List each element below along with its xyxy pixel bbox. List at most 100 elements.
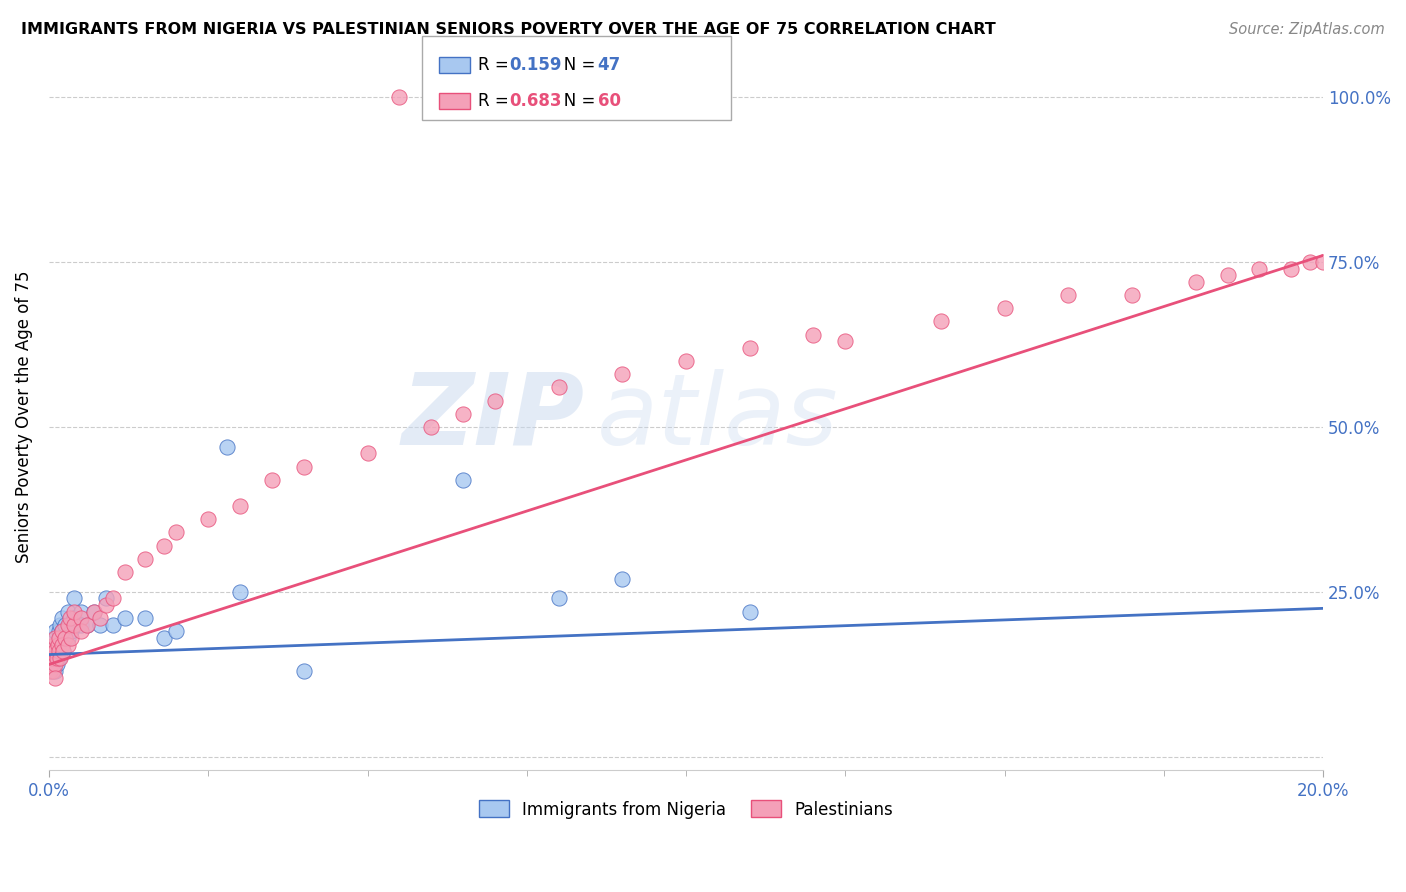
Point — [1249, 261, 1271, 276]
Point — [547, 380, 569, 394]
Point — [197, 512, 219, 526]
Point — [56, 618, 79, 632]
Point — [89, 618, 111, 632]
Point — [44, 631, 66, 645]
Text: R =: R = — [478, 92, 515, 110]
Point — [42, 650, 65, 665]
Point — [44, 631, 66, 645]
Point — [44, 644, 66, 658]
Point — [44, 638, 66, 652]
Point — [39, 657, 62, 672]
Point — [51, 638, 73, 652]
Point — [49, 618, 72, 632]
Point — [56, 605, 79, 619]
Point — [834, 334, 856, 348]
Point — [612, 572, 634, 586]
Point — [229, 499, 252, 513]
Point — [46, 638, 69, 652]
Point — [39, 664, 62, 678]
Point — [612, 367, 634, 381]
Point — [42, 657, 65, 672]
Point — [69, 624, 91, 639]
Point — [46, 657, 69, 672]
Point — [420, 420, 443, 434]
Point — [1121, 288, 1143, 302]
Point — [1299, 255, 1322, 269]
Point — [44, 664, 66, 678]
Point — [51, 624, 73, 639]
Point — [994, 301, 1017, 315]
Point — [56, 631, 79, 645]
Point — [69, 618, 91, 632]
Point — [76, 618, 98, 632]
Point — [45, 650, 67, 665]
Point — [388, 90, 411, 104]
Point — [63, 605, 86, 619]
Point — [42, 631, 65, 645]
Point — [484, 393, 506, 408]
Text: 0.159: 0.159 — [509, 55, 561, 73]
Point — [1279, 261, 1302, 276]
Point — [1216, 268, 1239, 282]
Point — [292, 459, 315, 474]
Point — [39, 650, 62, 665]
Point — [76, 618, 98, 632]
Point — [152, 631, 174, 645]
Point — [165, 525, 187, 540]
Point — [48, 631, 70, 645]
Point — [547, 591, 569, 606]
Point — [165, 624, 187, 639]
Text: ZIP: ZIP — [401, 368, 583, 466]
Point — [929, 314, 952, 328]
Point — [51, 638, 73, 652]
Point — [83, 605, 105, 619]
Point — [41, 644, 63, 658]
Point — [803, 327, 825, 342]
Point — [675, 354, 697, 368]
Text: IMMIGRANTS FROM NIGERIA VS PALESTINIAN SENIORS POVERTY OVER THE AGE OF 75 CORREL: IMMIGRANTS FROM NIGERIA VS PALESTINIAN S… — [21, 22, 995, 37]
Point — [63, 591, 86, 606]
Point — [1057, 288, 1080, 302]
Point — [46, 644, 69, 658]
Point — [48, 624, 70, 639]
Point — [451, 407, 474, 421]
Point — [60, 624, 83, 639]
Point — [152, 539, 174, 553]
Point — [356, 446, 378, 460]
Text: atlas: atlas — [598, 368, 838, 466]
Point — [58, 618, 80, 632]
Point — [260, 473, 283, 487]
Point — [69, 611, 91, 625]
Point — [41, 650, 63, 665]
Point — [56, 638, 79, 652]
Point — [51, 624, 73, 639]
Point — [63, 618, 86, 632]
Point — [89, 611, 111, 625]
Point — [1184, 275, 1206, 289]
Y-axis label: Seniors Poverty Over the Age of 75: Seniors Poverty Over the Age of 75 — [15, 271, 32, 563]
Point — [41, 644, 63, 658]
Point — [52, 644, 75, 658]
Point — [1312, 255, 1334, 269]
Text: 0.683: 0.683 — [509, 92, 561, 110]
Point — [44, 657, 66, 672]
Point — [114, 565, 136, 579]
Text: 47: 47 — [598, 55, 621, 73]
Point — [53, 618, 76, 632]
Point — [48, 644, 70, 658]
Point — [44, 650, 66, 665]
Legend: Immigrants from Nigeria, Palestinians: Immigrants from Nigeria, Palestinians — [472, 794, 900, 825]
Text: N =: N = — [548, 92, 600, 110]
Point — [44, 624, 66, 639]
Point — [48, 638, 70, 652]
Text: R =: R = — [478, 55, 515, 73]
Point — [229, 585, 252, 599]
Point — [451, 473, 474, 487]
Point — [39, 657, 62, 672]
Point — [42, 664, 65, 678]
Point — [738, 341, 761, 355]
Point — [96, 598, 118, 612]
Point — [83, 605, 105, 619]
Point — [51, 611, 73, 625]
Point — [52, 644, 75, 658]
